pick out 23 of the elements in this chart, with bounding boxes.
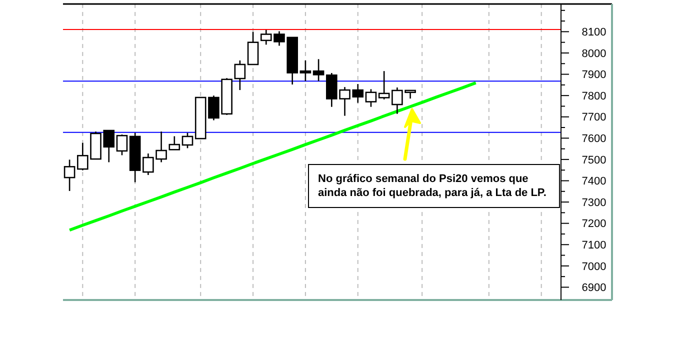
candlestick xyxy=(365,88,377,108)
candlestick xyxy=(116,134,128,156)
y-tick-label: 6900 xyxy=(582,282,606,294)
y-tick-label: 7100 xyxy=(582,239,606,252)
candlestick xyxy=(182,132,194,149)
candlestick xyxy=(234,60,246,91)
y-tick-label: 7900 xyxy=(582,69,606,82)
annotation: No gráfico semanal do Psi20 vemos que ainda não foi quebrada, para já, a Lta de LP. xyxy=(308,164,560,208)
y-tick-label: 7500 xyxy=(582,154,606,166)
y-tick-label: 8000 xyxy=(582,48,606,60)
y-tick-label: 7400 xyxy=(582,176,606,188)
y-tick-label: 7700 xyxy=(582,112,606,124)
candlestick xyxy=(300,60,312,82)
y-tick-label: 7000 xyxy=(582,260,606,273)
candlestick xyxy=(64,159,76,192)
y-tick-label: 7600 xyxy=(582,133,606,146)
candlestick xyxy=(247,31,259,66)
y-tick-label: 7800 xyxy=(582,90,606,102)
y-tick-label: 7200 xyxy=(582,218,606,230)
candlestick xyxy=(312,58,324,82)
y-tick-label: 7300 xyxy=(582,196,606,209)
y-tick-label: 8100 xyxy=(582,26,606,39)
candlestick xyxy=(378,70,390,100)
